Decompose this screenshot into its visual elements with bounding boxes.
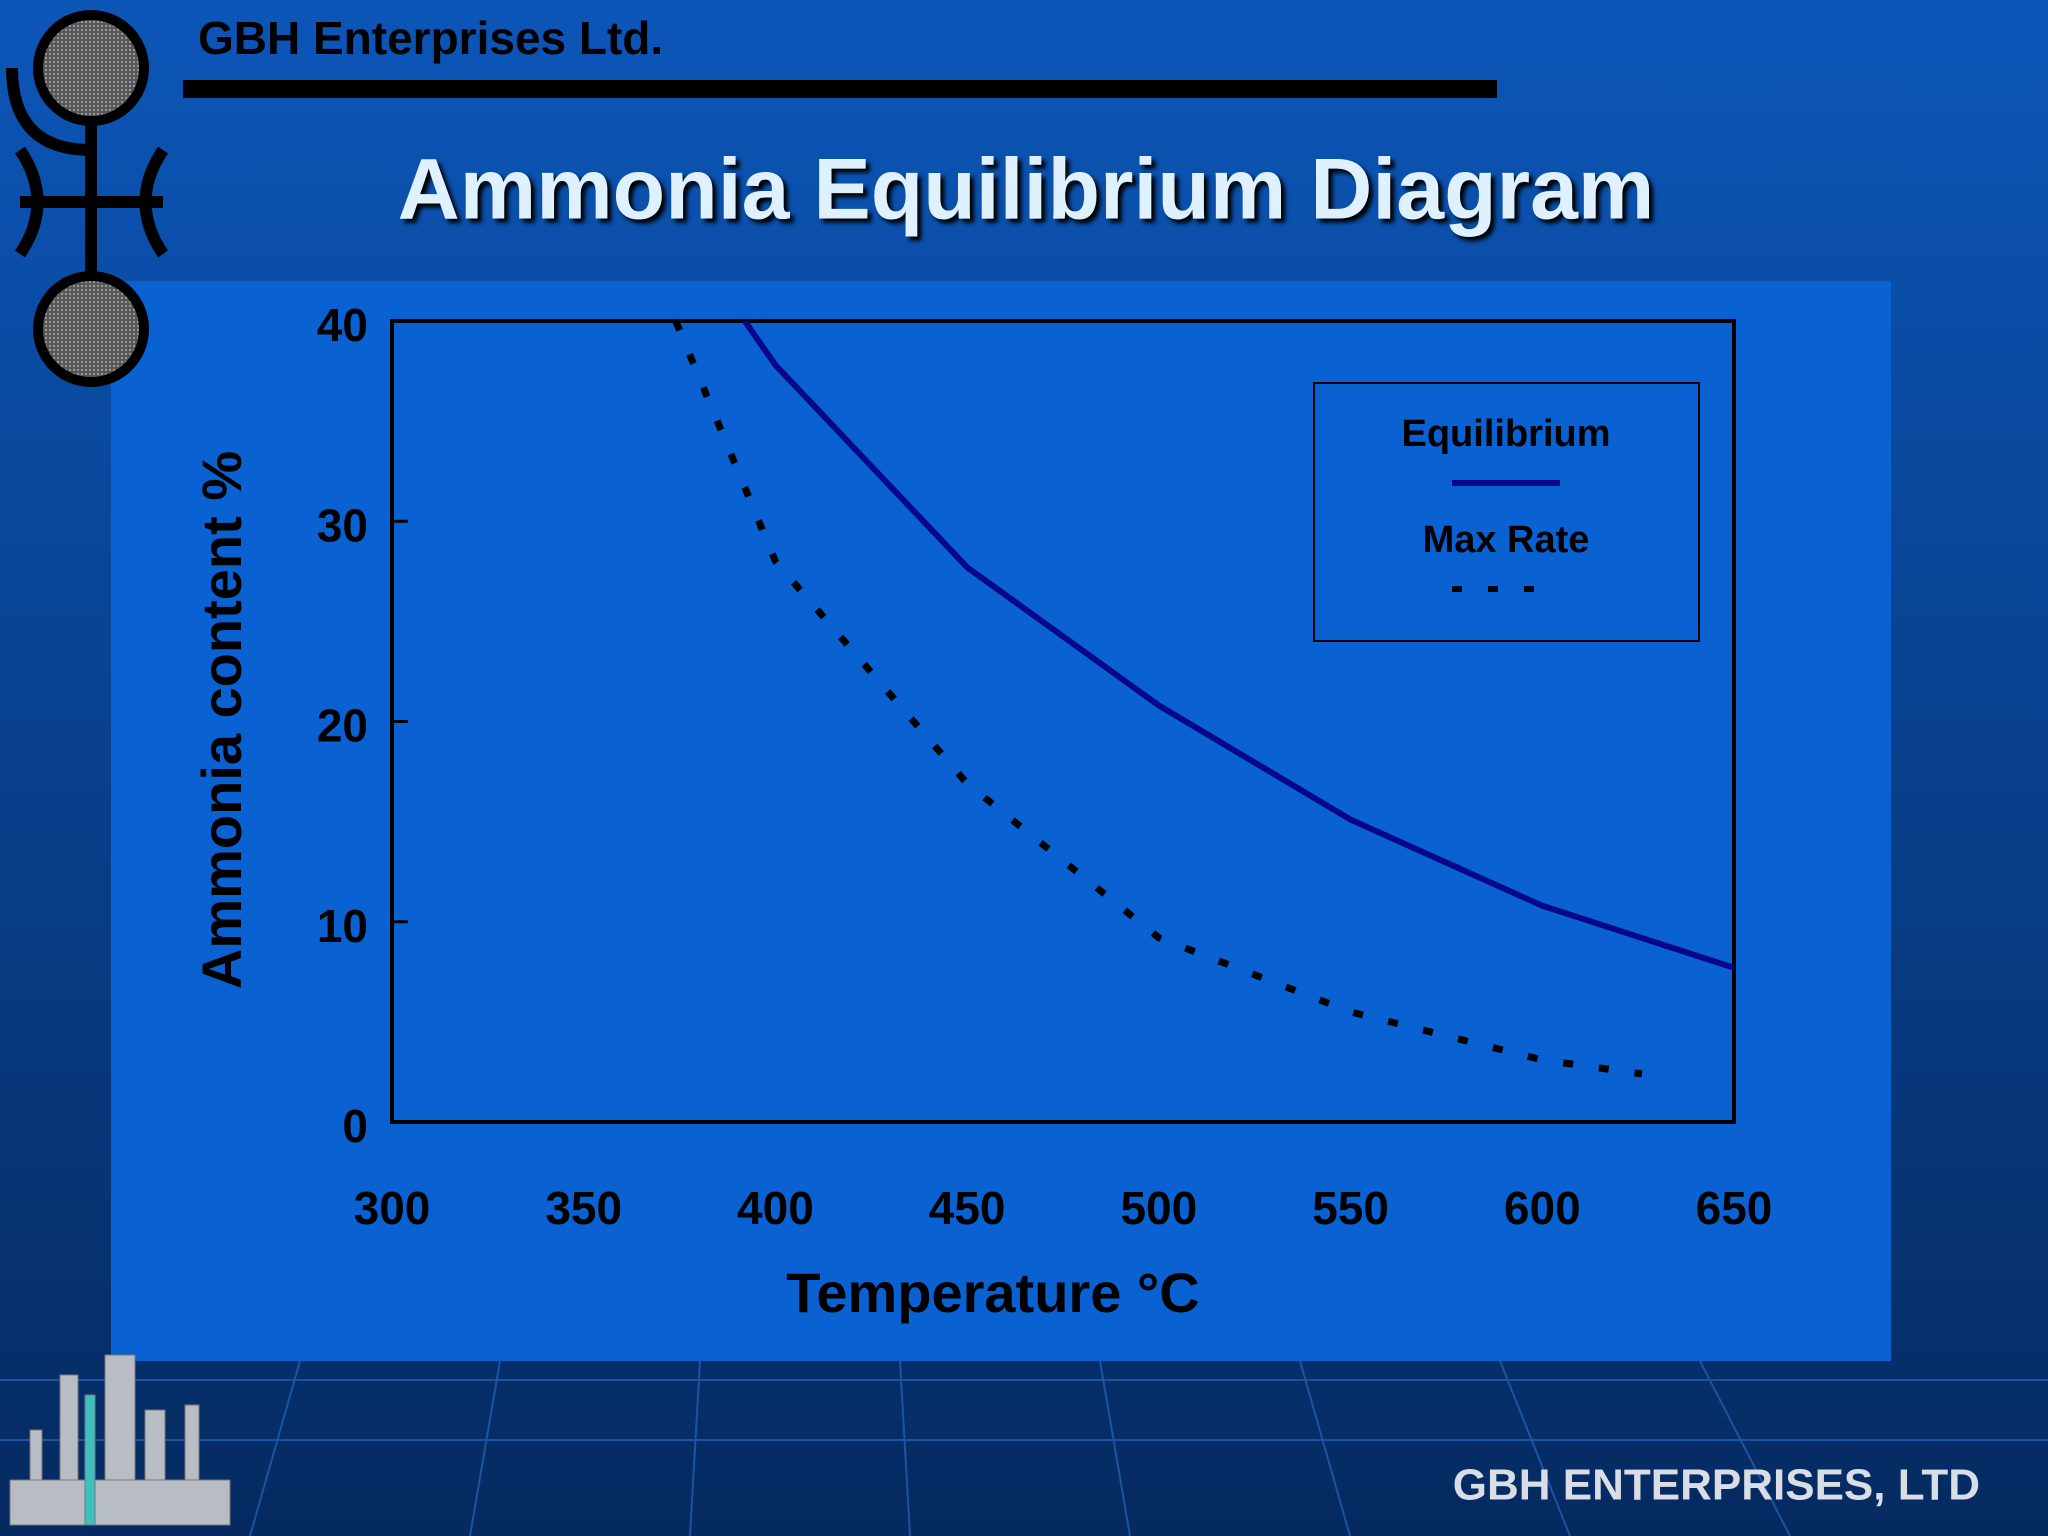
y-tick-label: 30	[317, 499, 368, 551]
series-line	[672, 321, 1643, 1078]
legend-label: Equilibrium	[1402, 413, 1611, 455]
header-bar	[183, 80, 1497, 98]
y-tick-label: 40	[317, 299, 368, 351]
plant-icon	[9, 1354, 231, 1526]
x-tick-label: 500	[1120, 1182, 1197, 1234]
x-tick-label: 350	[545, 1182, 622, 1234]
x-tick-label: 400	[737, 1182, 814, 1234]
legend-label: Max Rate	[1423, 519, 1590, 561]
background-lines	[0, 1360, 2048, 1536]
series-line	[742, 321, 1734, 971]
y-tick-label: 20	[317, 700, 368, 752]
x-tick-label: 650	[1696, 1182, 1773, 1234]
chart-title: Ammonia Equilibrium Diagram	[398, 142, 1655, 238]
x-tick-label: 300	[354, 1182, 431, 1234]
y-tick-label: 0	[342, 1100, 368, 1152]
y-axis-title: Ammonia content %	[190, 451, 253, 989]
x-tick-label: 600	[1504, 1182, 1581, 1234]
logo	[6, 10, 169, 387]
chart-panel	[111, 281, 1891, 1361]
footer-company: GBH ENTERPRISES, LTD	[1453, 1461, 1980, 1510]
y-tick-label: 10	[317, 900, 368, 952]
x-axis-title: Temperature °C	[786, 1261, 1199, 1324]
x-tick-label: 450	[929, 1182, 1006, 1234]
legend-box	[1313, 382, 1700, 642]
header-company: GBH Enterprises Ltd.	[198, 12, 663, 64]
x-tick-label: 550	[1312, 1182, 1389, 1234]
